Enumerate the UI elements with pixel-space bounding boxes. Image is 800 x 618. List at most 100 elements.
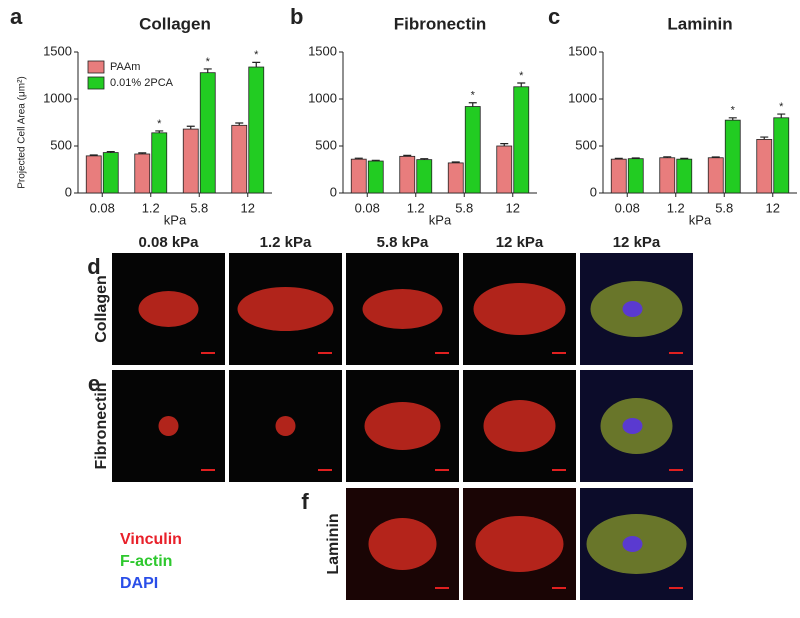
error-bar [631,157,640,159]
chart-title: Laminin [667,14,732,33]
x-tick-label: 12 [766,200,780,215]
x-tick-label: 1.2 [407,200,425,215]
column-header: 0.08 kPa [138,234,199,251]
bar [199,72,216,194]
stain-legend: DAPI [120,575,158,592]
row-label: Fibronectin [93,382,110,469]
x-tick-label: 5.8 [455,200,473,215]
bar [513,86,530,194]
bar [464,106,481,194]
x-tick-label: 5.8 [715,200,733,215]
stain-legend: Vinculin [120,531,182,548]
bar [182,128,199,194]
cell [473,283,566,335]
y-tick-label: 1500 [308,43,337,58]
y-tick-label: 0 [65,184,72,199]
panel-letter: f [301,489,309,514]
cell [364,402,441,450]
error-bar [235,122,244,126]
y-tick-label: 1000 [43,90,72,105]
significance-mark: * [779,101,784,113]
column-header: 12 kPa [613,234,661,251]
panel-letter: c [548,4,560,29]
error-bar [371,159,380,162]
panel-letter: e [88,371,100,396]
panel-letter: b [290,4,303,29]
row-label: Collagen [93,275,110,343]
error-bar [680,157,689,160]
significance-mark: * [157,118,162,130]
x-tick-label: 0.08 [90,200,115,215]
legend-swatch [87,76,105,90]
bar [773,117,790,194]
error-bar [252,61,261,68]
stain-legend: F-actin [120,553,172,570]
y-tick-label: 1500 [568,43,597,58]
x-tick-label: 12 [241,200,255,215]
x-axis-label: kPa [164,212,187,227]
cell [475,516,564,572]
error-bar [663,156,672,158]
error-bar [155,130,164,133]
panel-letter: d [87,254,100,279]
y-tick-label: 0 [590,184,597,199]
bar [724,119,741,194]
bar [447,162,464,194]
cell [483,400,556,452]
error-bar [517,82,526,87]
cell [158,416,179,436]
cell [237,287,334,331]
column-header: 5.8 kPa [377,234,429,251]
nucleus [622,301,643,317]
y-tick-label: 1500 [43,43,72,58]
y-tick-label: 1000 [308,90,337,105]
error-bar [614,157,623,160]
bar [350,158,367,194]
bar [610,158,627,194]
bar [627,158,644,194]
row-label: Laminin [325,513,342,574]
error-bar [420,158,429,160]
x-tick-label: 12 [506,200,520,215]
chart-title: Fibronectin [394,14,487,33]
error-bar [500,143,509,146]
chart-title: Collagen [139,14,211,33]
significance-mark: * [254,49,259,61]
bar [659,157,676,194]
error-bar [203,68,212,73]
error-bar [451,161,460,163]
error-bar [728,117,737,121]
nucleus [622,418,643,434]
significance-mark: * [471,90,476,102]
column-header: 1.2 kPa [260,234,312,251]
error-bar [403,154,412,157]
error-bar [89,154,98,156]
panel-letter: a [10,4,23,29]
bar [85,155,102,194]
error-bar [106,151,115,153]
error-bar [760,136,769,140]
significance-mark: * [731,105,736,117]
bar [248,66,265,194]
error-bar [354,157,363,160]
column-header: 12 kPa [496,234,544,251]
legend-label: PAAm [110,61,140,73]
y-tick-label: 500 [50,137,72,152]
y-tick-label: 0 [330,184,337,199]
bar [134,153,151,194]
significance-mark: * [206,56,211,68]
legend-label: 0.01% 2PCA [110,77,174,89]
significance-mark: * [519,70,524,82]
bar [756,139,773,194]
bar [416,159,433,194]
legend-swatch [87,60,105,74]
bar [367,160,384,194]
y-axis-label: Projected Cell Area (μm²) [17,76,28,188]
bar [707,157,724,194]
bar [231,124,248,194]
x-tick-label: 1.2 [667,200,685,215]
y-tick-label: 1000 [568,90,597,105]
nucleus [622,536,643,552]
error-bar [777,113,786,118]
